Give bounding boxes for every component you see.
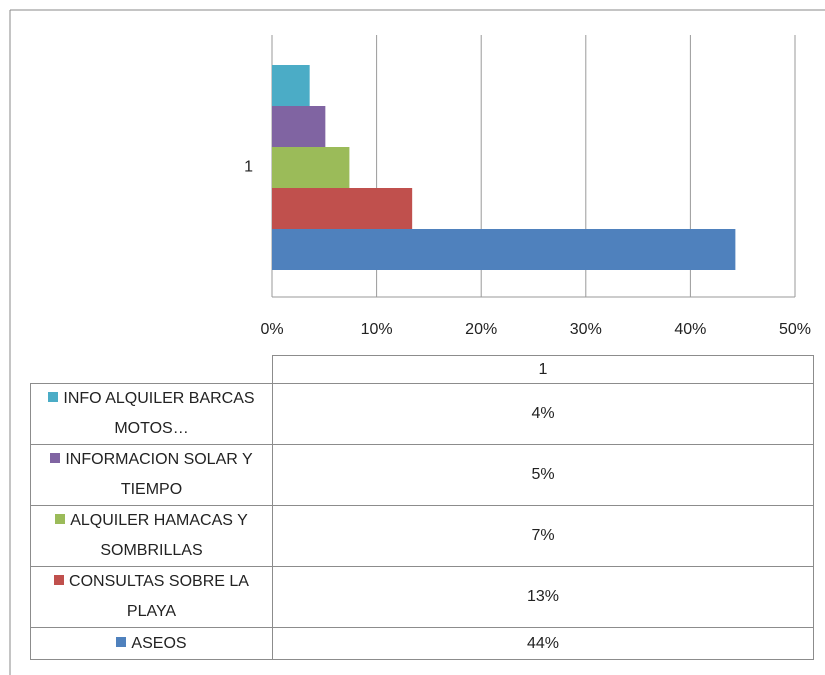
legend-cell: ASEOS bbox=[30, 627, 273, 660]
x-tick-label: 30% bbox=[570, 321, 602, 338]
legend-label: INFO ALQUILER BARCAS MOTOS… bbox=[63, 390, 255, 437]
x-tick-label: 20% bbox=[465, 321, 497, 338]
legend-swatch bbox=[55, 514, 66, 524]
value-label: 44% bbox=[272, 627, 814, 660]
bar bbox=[272, 65, 310, 106]
table-corner bbox=[30, 355, 273, 384]
table-header: 1 bbox=[272, 355, 814, 384]
value-label: 7% bbox=[272, 505, 814, 567]
x-tick-label: 0% bbox=[260, 321, 283, 338]
bar bbox=[272, 188, 413, 229]
table-header-row: 1 bbox=[30, 355, 814, 384]
bar bbox=[272, 229, 736, 270]
legend-cell: INFORMACION SOLAR Y TIEMPO bbox=[30, 444, 273, 506]
legend-swatch bbox=[48, 392, 59, 402]
legend-label: CONSULTAS SOBRE LA PLAYA bbox=[69, 573, 249, 620]
value-label: 13% bbox=[272, 566, 814, 628]
y-tick-label: 1 bbox=[244, 159, 253, 176]
legend-label: ALQUILER HAMACAS Y SOMBRILLAS bbox=[70, 512, 248, 559]
legend-cell: ALQUILER HAMACAS Y SOMBRILLAS bbox=[30, 505, 273, 567]
legend-swatch bbox=[50, 453, 61, 463]
legend-swatch bbox=[54, 575, 65, 585]
table-row: CONSULTAS SOBRE LA PLAYA 13% bbox=[30, 566, 814, 628]
table-row: ASEOS 44% bbox=[30, 627, 814, 660]
legend-cell: CONSULTAS SOBRE LA PLAYA bbox=[30, 566, 273, 628]
bar bbox=[272, 147, 350, 188]
value-label: 5% bbox=[272, 444, 814, 506]
legend-swatch bbox=[116, 636, 127, 647]
legend-label: INFORMACION SOLAR Y TIEMPO bbox=[65, 451, 253, 498]
legend-label: ASEOS bbox=[131, 634, 187, 652]
x-tick-label: 10% bbox=[361, 321, 393, 338]
legend-cell: INFO ALQUILER BARCAS MOTOS… bbox=[30, 383, 273, 445]
table-row: INFORMACION SOLAR Y TIEMPO 5% bbox=[30, 444, 814, 506]
x-tick-label: 40% bbox=[674, 321, 706, 338]
table-row: ALQUILER HAMACAS Y SOMBRILLAS 7% bbox=[30, 505, 814, 567]
data-table: 1 INFO ALQUILER BARCAS MOTOS… 4% INFORMACIO… bbox=[30, 355, 814, 660]
bar bbox=[272, 106, 326, 147]
x-tick-label: 50% bbox=[779, 321, 811, 338]
table-row: INFO ALQUILER BARCAS MOTOS… 4% bbox=[30, 383, 814, 445]
value-label: 4% bbox=[272, 383, 814, 445]
